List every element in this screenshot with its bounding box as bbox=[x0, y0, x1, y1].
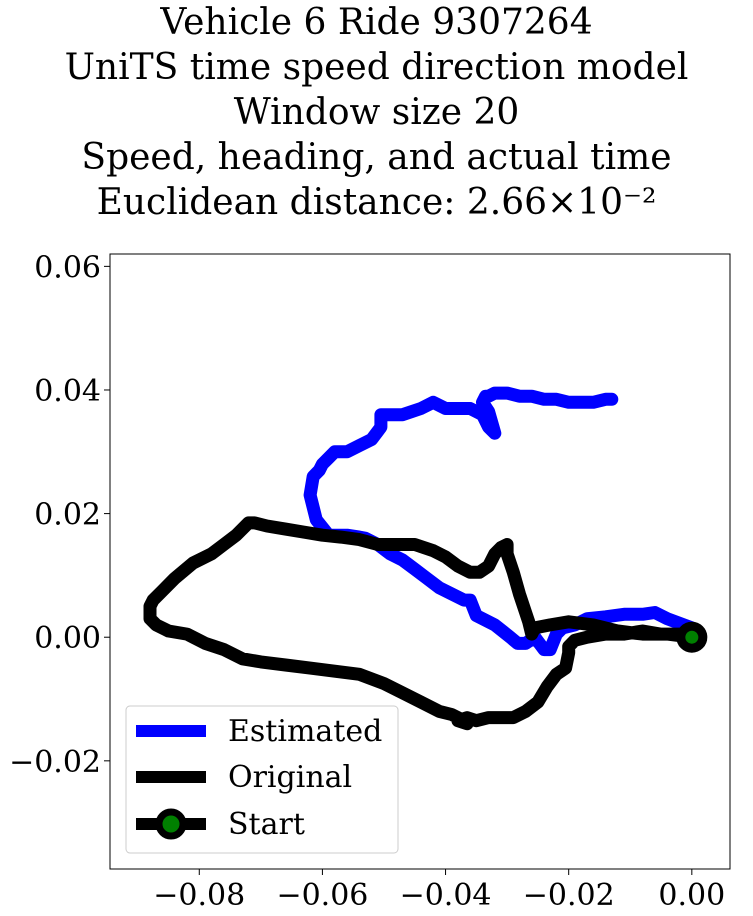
title-line-5: Euclidean distance: 2.66×10⁻² bbox=[96, 182, 657, 223]
series-original-line bbox=[143, 516, 699, 731]
y-tick-label: −0.02 bbox=[9, 745, 101, 780]
legend-swatch-start-marker bbox=[155, 808, 187, 840]
start-marker bbox=[676, 621, 708, 653]
title-line-1: Vehicle 6 Ride 9307264 bbox=[160, 2, 593, 43]
x-tick-label: −0.06 bbox=[276, 878, 368, 913]
axes: −0.08 −0.06 −0.04 −0.02 0.00 −0.02 0.00 0.02 0.0… bbox=[9, 250, 725, 913]
legend-label-start: Start bbox=[228, 807, 305, 842]
plot-area bbox=[143, 386, 708, 731]
y-tick-label: 0.06 bbox=[34, 250, 101, 285]
legend-box bbox=[125, 705, 399, 854]
y-tick-label: 0.00 bbox=[34, 621, 101, 656]
plot-frame bbox=[109, 253, 731, 870]
chart-title: Vehicle 6 Ride 9307264 UniTS time speed … bbox=[0, 0, 753, 225]
x-tick-label: 0.00 bbox=[658, 878, 725, 913]
title-line-4: Speed, heading, and actual time bbox=[81, 137, 672, 178]
title-line-2: UniTS time speed direction model bbox=[64, 47, 689, 88]
legend: Estimated Original Start bbox=[125, 705, 399, 854]
title-line-3: Window size 20 bbox=[233, 92, 520, 133]
legend-label-estimated: Estimated bbox=[228, 714, 382, 749]
series-estimated-line bbox=[303, 386, 699, 657]
x-tick-label: −0.04 bbox=[400, 878, 492, 913]
y-tick-label: 0.04 bbox=[34, 374, 101, 409]
x-tick-label: −0.02 bbox=[523, 878, 615, 913]
x-tick-label: −0.08 bbox=[153, 878, 245, 913]
y-tick-label: 0.02 bbox=[34, 498, 101, 533]
legend-label-original: Original bbox=[228, 760, 352, 795]
